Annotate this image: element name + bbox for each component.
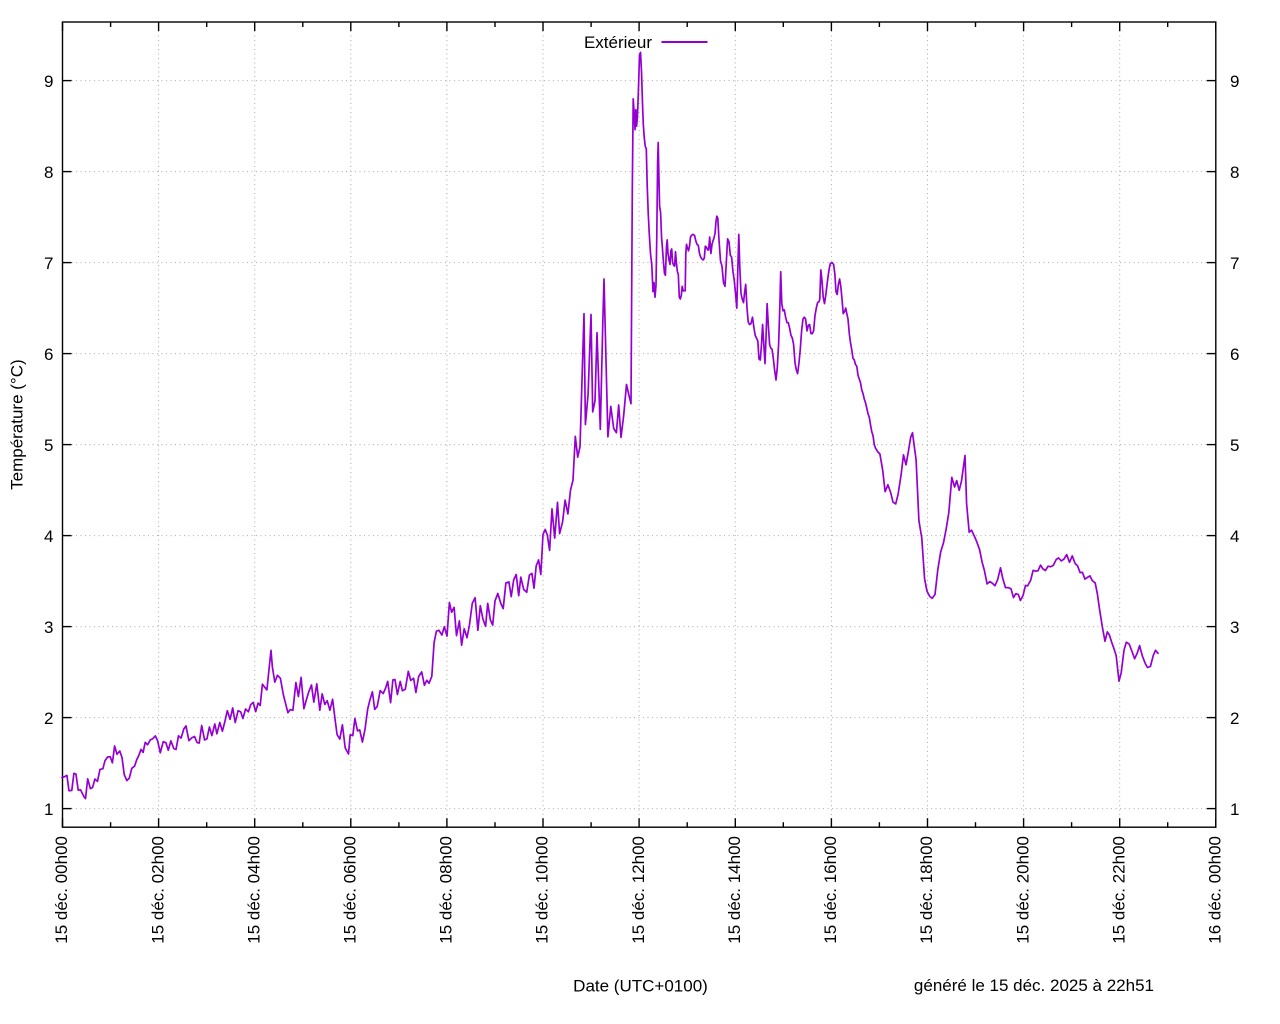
svg-text:6: 6 xyxy=(1230,345,1239,364)
svg-text:5: 5 xyxy=(1230,436,1239,455)
svg-text:15 déc. 10h00: 15 déc. 10h00 xyxy=(533,836,552,944)
svg-text:15 déc. 16h00: 15 déc. 16h00 xyxy=(821,836,840,944)
svg-text:5: 5 xyxy=(44,436,53,455)
svg-text:3: 3 xyxy=(1230,618,1239,637)
svg-text:9: 9 xyxy=(44,72,53,91)
svg-text:Température (°C): Température (°C) xyxy=(8,359,27,490)
svg-text:8: 8 xyxy=(1230,163,1239,182)
svg-text:15 déc. 18h00: 15 déc. 18h00 xyxy=(917,836,936,944)
svg-text:2: 2 xyxy=(44,709,53,728)
svg-text:16 déc. 00h00: 16 déc. 00h00 xyxy=(1206,836,1225,944)
svg-text:7: 7 xyxy=(44,254,53,273)
svg-text:Date (UTC+0100): Date (UTC+0100) xyxy=(573,977,708,996)
svg-text:15 déc. 12h00: 15 déc. 12h00 xyxy=(629,836,648,944)
svg-text:4: 4 xyxy=(1230,527,1239,546)
svg-text:8: 8 xyxy=(44,163,53,182)
svg-text:4: 4 xyxy=(44,527,53,546)
svg-text:3: 3 xyxy=(44,618,53,637)
svg-text:15 déc. 08h00: 15 déc. 08h00 xyxy=(437,836,456,944)
svg-text:9: 9 xyxy=(1230,72,1239,91)
svg-text:7: 7 xyxy=(1230,254,1239,273)
svg-text:1: 1 xyxy=(44,800,53,819)
svg-text:15 déc. 02h00: 15 déc. 02h00 xyxy=(148,836,167,944)
svg-text:15 déc. 14h00: 15 déc. 14h00 xyxy=(725,836,744,944)
svg-text:15 déc. 22h00: 15 déc. 22h00 xyxy=(1109,836,1128,944)
svg-text:15 déc. 06h00: 15 déc. 06h00 xyxy=(341,836,360,944)
svg-text:Extérieur: Extérieur xyxy=(584,33,652,52)
svg-text:6: 6 xyxy=(44,345,53,364)
svg-text:2: 2 xyxy=(1230,709,1239,728)
svg-text:généré le 15 déc. 2025 à 22h51: généré le 15 déc. 2025 à 22h51 xyxy=(914,976,1154,995)
svg-text:15 déc. 00h00: 15 déc. 00h00 xyxy=(52,836,71,944)
svg-text:15 déc. 04h00: 15 déc. 04h00 xyxy=(244,836,263,944)
svg-text:1: 1 xyxy=(1230,800,1239,819)
svg-text:15 déc. 20h00: 15 déc. 20h00 xyxy=(1013,836,1032,944)
